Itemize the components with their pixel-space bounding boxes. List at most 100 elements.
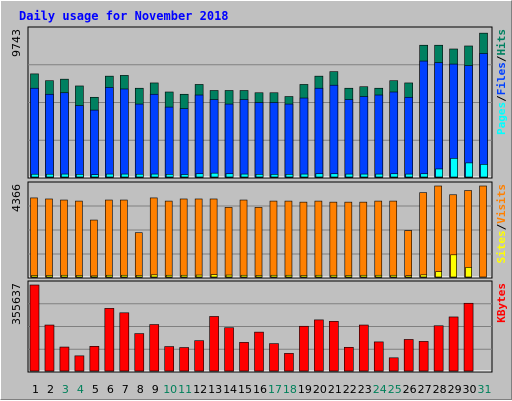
bar-kbytes <box>149 324 160 372</box>
x-tick-label: 23 <box>358 383 372 396</box>
bar-files <box>269 102 279 178</box>
bar-pages <box>390 173 399 178</box>
bar-visits <box>149 197 158 278</box>
bar-kbytes <box>104 308 115 372</box>
x-tick-label: 24 <box>373 383 387 396</box>
bar-files <box>464 65 473 178</box>
bar-files <box>120 88 129 178</box>
bar-kbytes <box>89 346 100 372</box>
bar-sites <box>180 274 188 278</box>
bar-pages <box>435 168 443 178</box>
x-tick-label: 20 <box>313 383 327 396</box>
bar-pages <box>165 174 174 178</box>
bar-visits <box>359 201 368 278</box>
bar-files <box>329 84 339 178</box>
bar-files <box>359 96 369 178</box>
bar-files <box>149 93 159 178</box>
bar-pages <box>106 173 114 178</box>
bar-kbytes <box>29 284 40 372</box>
bar-files <box>314 87 324 178</box>
bar-visits <box>90 219 98 278</box>
legend-entry: KBytes <box>495 283 508 323</box>
x-tick-label: 21 <box>328 383 342 396</box>
x-tick-label: 2 <box>47 383 54 396</box>
bar-sites <box>165 274 173 278</box>
bar-visits <box>269 200 278 278</box>
bar-visits <box>329 201 338 278</box>
bar-sites <box>330 274 338 278</box>
x-tick-label: 5 <box>92 383 99 396</box>
legend-entry: Pages <box>495 102 508 135</box>
bar-visits <box>284 200 293 278</box>
bar-kbytes <box>388 357 399 372</box>
bar-files <box>90 109 99 178</box>
bar-visits <box>299 201 308 278</box>
bar-kbytes <box>358 324 369 372</box>
x-tick-label: 28 <box>433 383 447 396</box>
x-tick-label: 18 <box>283 383 297 396</box>
bar-visits <box>179 198 188 278</box>
bar-kbytes <box>329 321 339 372</box>
bar-files <box>209 99 219 178</box>
bar-pages <box>225 173 234 178</box>
bar-sites <box>106 274 113 278</box>
x-tick-label: 12 <box>193 383 207 396</box>
bar-pages <box>345 173 354 178</box>
x-tick-label: 22 <box>343 383 357 396</box>
bar-pages <box>330 173 339 178</box>
bar-visits <box>45 198 53 278</box>
x-tick-label: 29 <box>448 383 462 396</box>
bar-visits <box>374 200 383 278</box>
bar-pages <box>135 173 144 178</box>
bar-pages <box>121 173 129 178</box>
x-tick-label: 26 <box>403 383 417 396</box>
bar-visits <box>344 201 353 278</box>
bar-sites <box>390 274 398 278</box>
x-tick-label: 13 <box>208 383 222 396</box>
x-tick-label: 4 <box>77 383 84 396</box>
bar-visits <box>404 230 412 278</box>
bar-kbytes <box>164 346 175 372</box>
legend-visits-sites: Sites/Visits <box>495 184 508 264</box>
bar-sites <box>450 254 457 278</box>
legend-kbytes: KBytes <box>495 283 508 323</box>
x-tick-label: 30 <box>463 383 477 396</box>
bar-visits <box>194 198 203 278</box>
legend-separator: / <box>495 95 508 102</box>
x-tick-label: 9 <box>152 383 159 396</box>
bar-sites <box>465 267 472 278</box>
bar-visits <box>60 199 68 278</box>
bar-files <box>344 99 354 178</box>
chart-title: Daily usage for November 2018 <box>19 9 229 23</box>
bar-kbytes <box>239 342 249 372</box>
bar-kbytes <box>373 341 384 372</box>
bar-sites <box>240 274 248 278</box>
x-tick-label: 1 <box>32 383 39 396</box>
bar-pages <box>46 173 54 178</box>
bar-pages <box>450 158 458 178</box>
bar-sites <box>31 275 38 278</box>
bar-kbytes <box>284 353 294 372</box>
bar-visits <box>419 192 427 278</box>
bar-sites <box>270 274 278 278</box>
bar-visits <box>164 200 173 278</box>
bar-sites <box>76 275 83 278</box>
bar-pages <box>420 173 428 178</box>
bar-visits <box>224 207 233 278</box>
bar-sites <box>135 275 143 278</box>
bar-visits <box>120 199 128 278</box>
bar-pages <box>31 173 39 178</box>
max-value-label: 4366 <box>10 184 23 212</box>
bar-kbytes <box>433 325 444 372</box>
bar-pages <box>480 164 488 178</box>
bar-visits <box>479 185 487 278</box>
bar-files <box>254 102 264 178</box>
bar-kbytes <box>448 316 459 372</box>
x-tick-label: 17 <box>268 383 282 396</box>
bar-kbytes <box>209 316 219 372</box>
bar-pages <box>150 173 159 178</box>
x-tick-label: 10 <box>163 383 177 396</box>
x-tick-label: 15 <box>238 383 252 396</box>
bar-files <box>434 62 443 178</box>
